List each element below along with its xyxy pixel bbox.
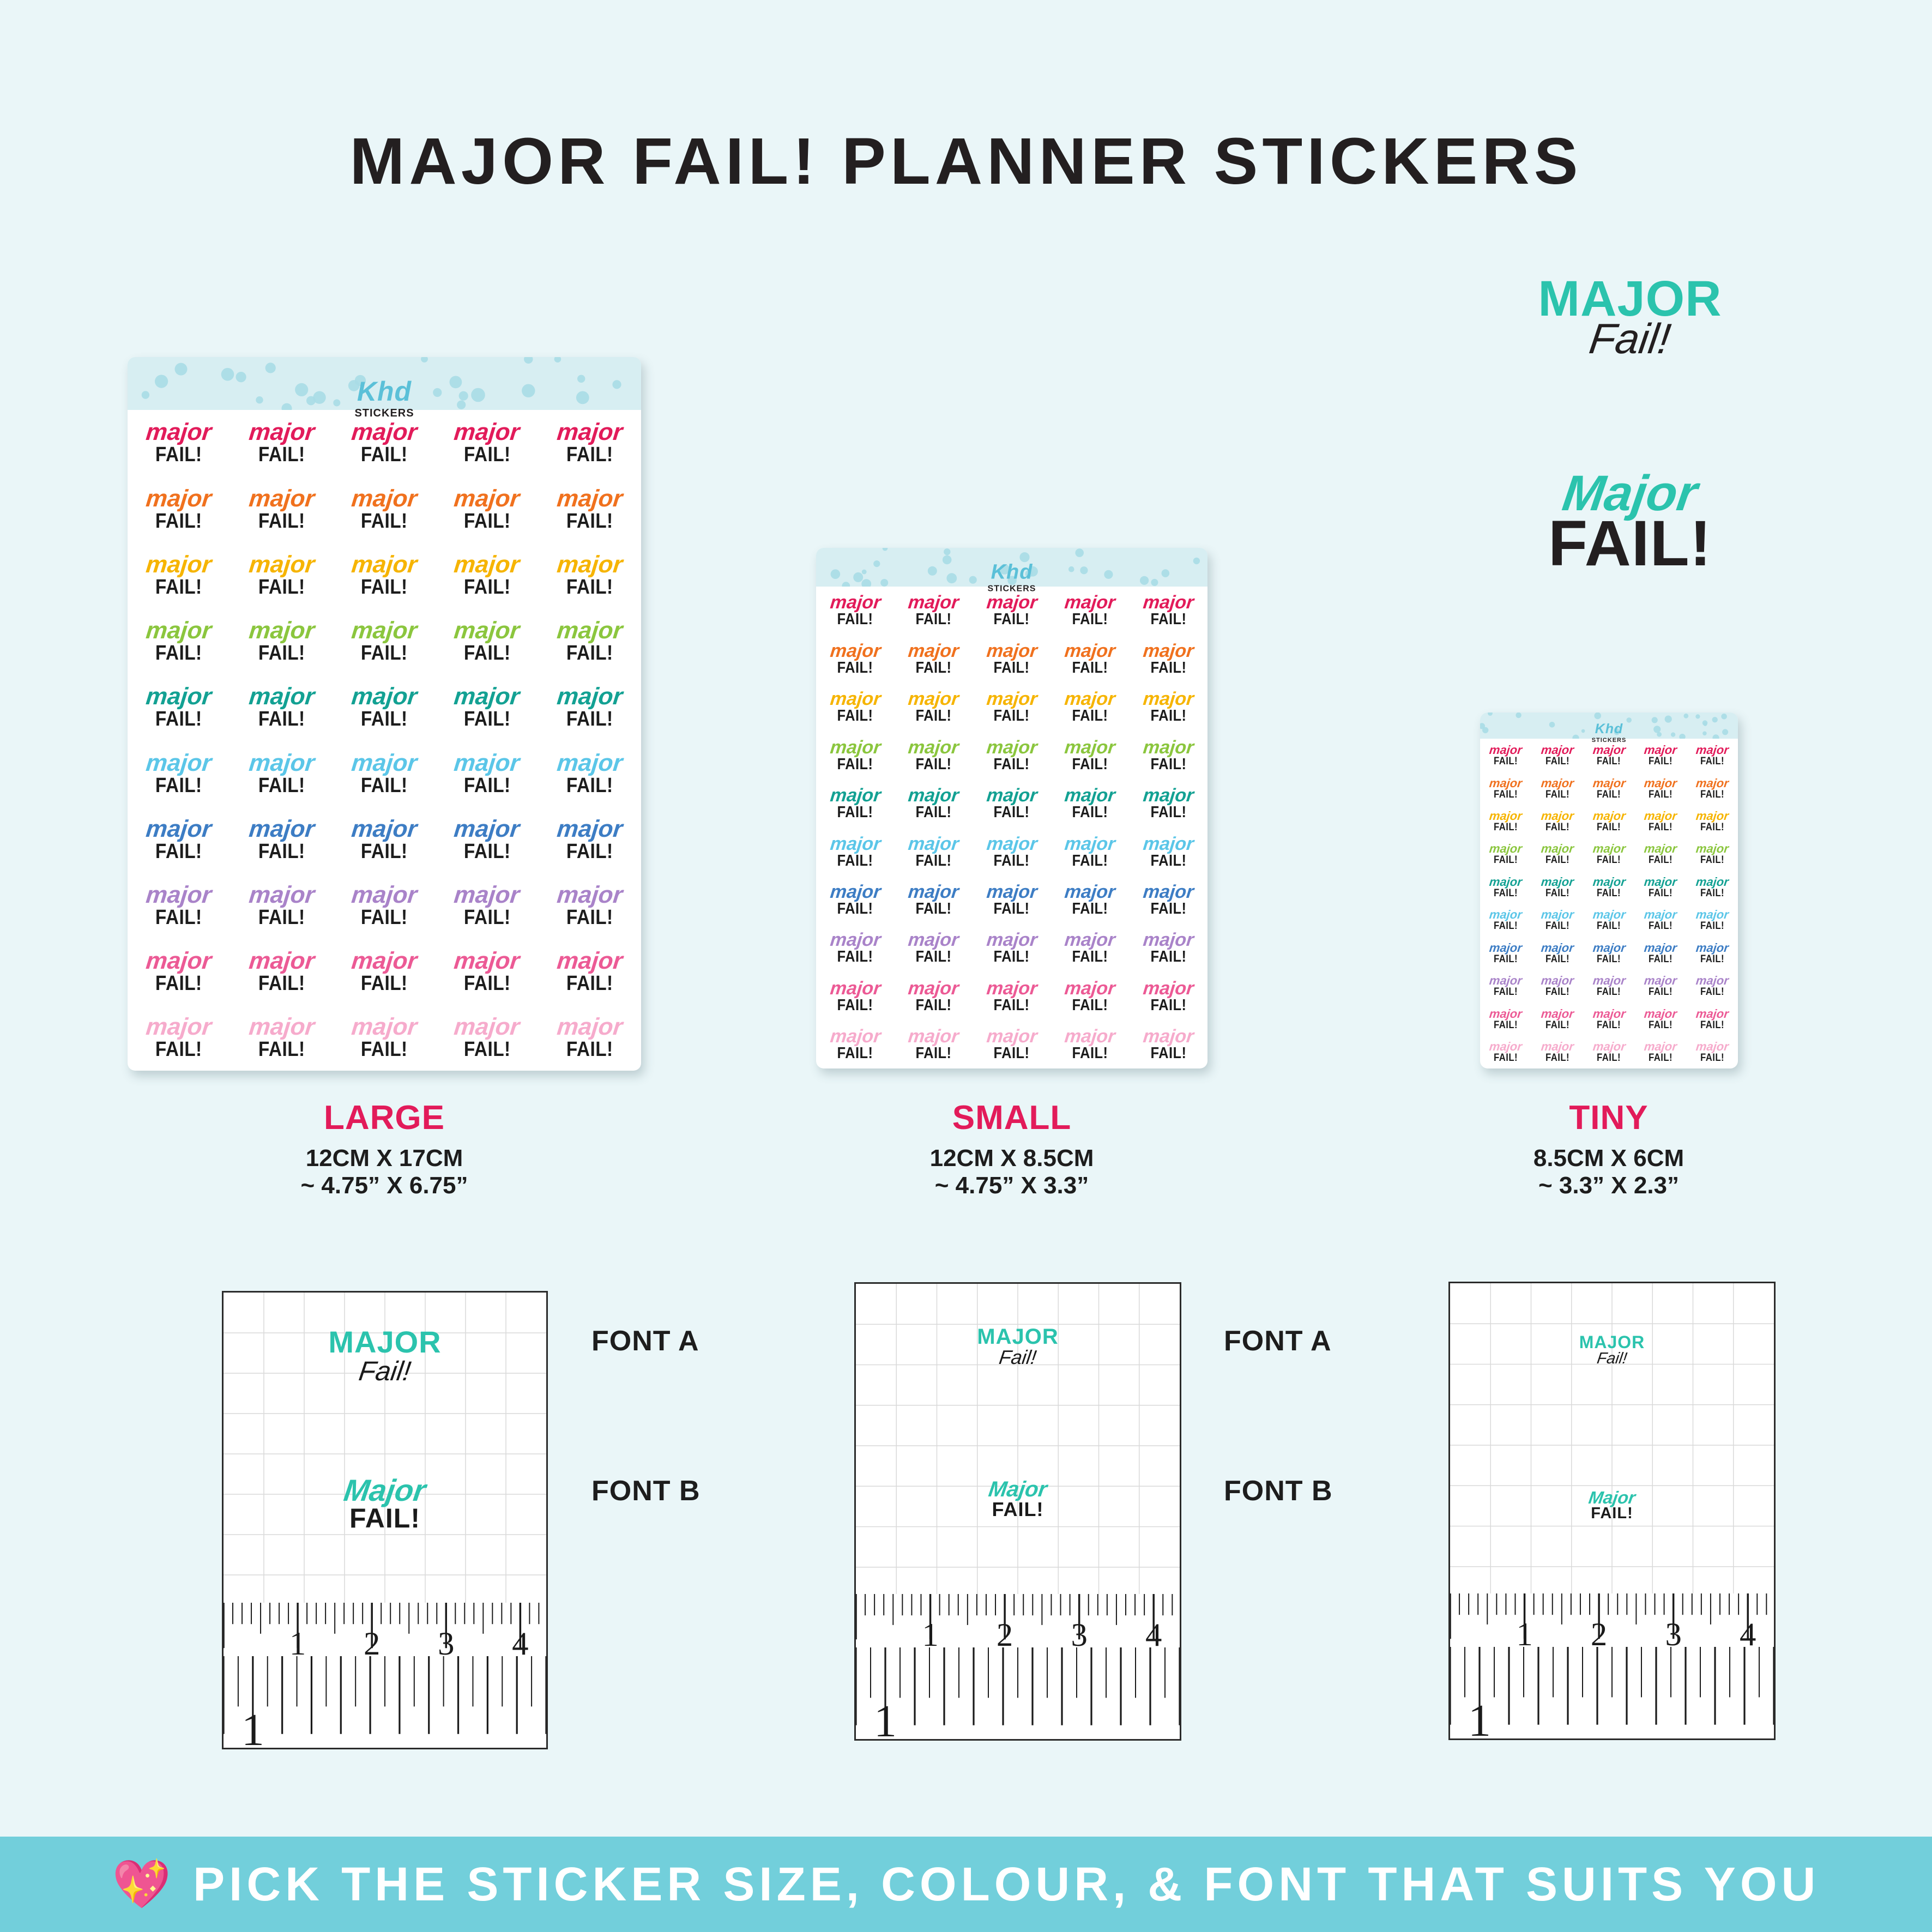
svg-text:2: 2: [364, 1626, 380, 1656]
svg-text:2: 2: [1591, 1616, 1607, 1647]
svg-text:2: 2: [997, 1617, 1013, 1647]
svg-text:1: 1: [242, 1705, 264, 1748]
svg-text:1: 1: [1516, 1616, 1532, 1647]
svg-text:1: 1: [922, 1617, 938, 1647]
svg-text:1: 1: [874, 1696, 897, 1739]
svg-text:1: 1: [1468, 1695, 1491, 1738]
svg-text:3: 3: [1071, 1617, 1087, 1647]
svg-text:3: 3: [438, 1626, 454, 1656]
svg-text:4: 4: [512, 1626, 528, 1656]
svg-text:3: 3: [1665, 1616, 1681, 1647]
svg-text:4: 4: [1145, 1617, 1162, 1647]
svg-text:1: 1: [289, 1626, 306, 1656]
svg-text:4: 4: [1740, 1616, 1756, 1647]
